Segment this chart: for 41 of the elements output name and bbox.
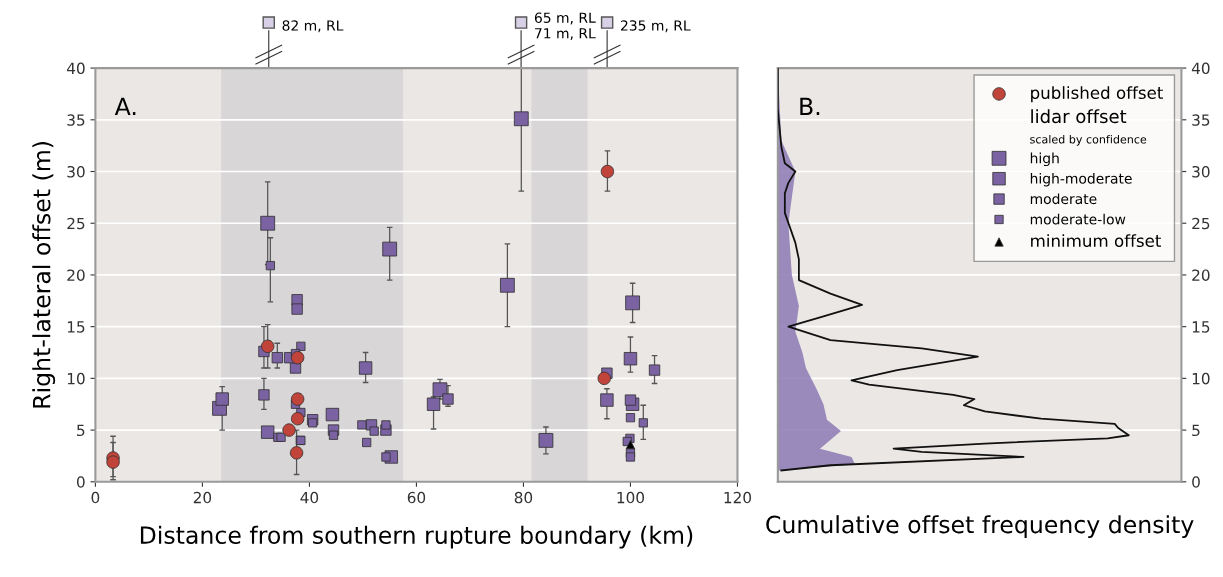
y-tick-label: 0 (1192, 476, 1200, 488)
y-tick-label: 25 (67, 217, 85, 230)
legend-label: moderate (1030, 193, 1097, 205)
annotation: scaled by confidence (1030, 134, 1147, 146)
x-tick-label: 60 (407, 491, 426, 504)
legend-label: moderate-low (1030, 213, 1126, 225)
x-tick-label: 0 (91, 491, 100, 504)
x-tick-label: 80 (514, 491, 533, 504)
legend-label: high (1030, 152, 1059, 167)
annotation: B. (800, 97, 820, 115)
legend-title: lidar offset (1031, 109, 1127, 124)
x-tick-label: 40 (300, 491, 319, 504)
y-tick-label: 5 (77, 424, 85, 437)
y-tick-label: 15 (1192, 321, 1210, 333)
y-tick-label: 15 (67, 321, 85, 333)
y-tick-label: 40 (1191, 62, 1210, 75)
x-tick-label: 120 (724, 491, 752, 504)
y-tick-label: 30 (67, 165, 85, 178)
y-axis-title: Right-lateral offset (m) (32, 142, 56, 408)
text: 65 m, RL 71 m, RL (534, 12, 596, 40)
y-tick-label: 20 (1192, 269, 1210, 281)
x-tick-label: 100 (617, 491, 645, 504)
y-tick-label: 30 (1192, 165, 1210, 178)
annotation: A. (114, 97, 136, 115)
y-tick-label: 40 (66, 62, 85, 75)
y-tick-label: 35 (67, 114, 85, 126)
text: 235 m, RL (620, 20, 691, 33)
legend-label: minimum offset (1031, 234, 1161, 248)
legend-label: high-moderate (1030, 173, 1132, 187)
x-tick-label: 20 (193, 491, 212, 504)
y-tick-label: 25 (1192, 217, 1210, 230)
legend-label: published offset (1031, 86, 1163, 103)
y-tick-label: 10 (67, 372, 85, 385)
y-tick-label: 10 (1192, 372, 1210, 385)
y-tick-label: 0 (76, 476, 85, 488)
y-tick-label: 5 (1192, 424, 1200, 437)
x-axis-title: Distance from southern rupture boundary (km) (140, 525, 693, 549)
y-tick-label: 35 (1192, 114, 1210, 126)
text: 82 m, RL (282, 20, 344, 33)
x-axis-title: Cumulative offset frequency density (766, 515, 1194, 538)
y-tick-label: 20 (67, 269, 85, 281)
